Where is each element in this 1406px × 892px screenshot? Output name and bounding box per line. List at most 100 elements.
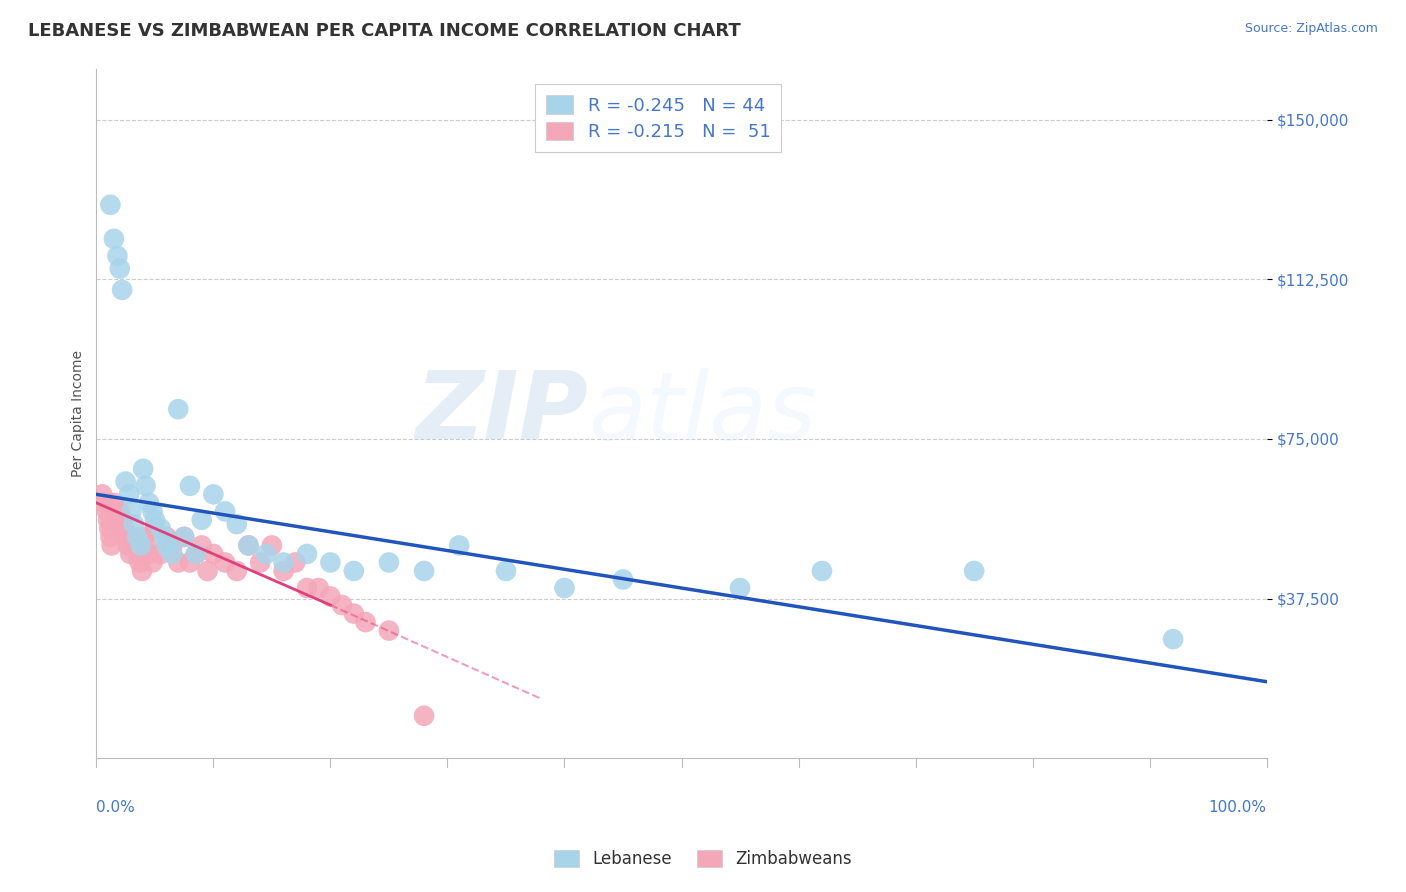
Point <box>111 513 134 527</box>
Point <box>184 547 207 561</box>
Point <box>114 521 136 535</box>
Point <box>284 556 307 570</box>
Point <box>134 530 156 544</box>
Point <box>128 556 150 570</box>
Text: ZIP: ZIP <box>415 368 588 459</box>
Legend: Lebanese, Zimbabweans: Lebanese, Zimbabweans <box>547 843 859 875</box>
Point <box>202 547 225 561</box>
Point <box>378 556 401 570</box>
Point <box>319 590 342 604</box>
Point <box>295 581 318 595</box>
Point <box>202 487 225 501</box>
Point <box>114 530 136 544</box>
Point <box>91 487 114 501</box>
Text: atlas: atlas <box>588 368 815 459</box>
Point <box>108 261 131 276</box>
Point <box>190 513 212 527</box>
Point <box>103 232 125 246</box>
Point <box>149 547 172 561</box>
Point <box>214 504 236 518</box>
Point <box>117 538 139 552</box>
Point <box>135 538 157 552</box>
Point <box>1161 632 1184 647</box>
Point <box>149 521 172 535</box>
Point <box>100 530 122 544</box>
Point <box>295 547 318 561</box>
Point <box>141 504 163 518</box>
Point <box>553 581 575 595</box>
Point <box>354 615 377 629</box>
Point <box>273 556 295 570</box>
Point <box>449 538 471 552</box>
Point <box>612 573 634 587</box>
Point <box>121 504 143 518</box>
Point <box>155 530 177 544</box>
Point <box>107 513 129 527</box>
Point <box>378 624 401 638</box>
Point <box>162 547 184 561</box>
Point <box>495 564 517 578</box>
Text: 0.0%: 0.0% <box>97 800 135 814</box>
Point <box>97 513 120 527</box>
Point <box>141 556 163 570</box>
Point <box>249 556 271 570</box>
Point <box>124 538 146 552</box>
Point <box>103 496 125 510</box>
Point <box>728 581 751 595</box>
Point <box>330 598 353 612</box>
Text: Source: ZipAtlas.com: Source: ZipAtlas.com <box>1244 22 1378 36</box>
Point <box>108 504 131 518</box>
Point <box>118 487 141 501</box>
Point <box>173 530 195 544</box>
Point <box>122 517 145 532</box>
Point <box>413 708 436 723</box>
Point <box>143 521 166 535</box>
Point <box>197 564 219 578</box>
Point <box>131 564 153 578</box>
Y-axis label: Per Capita Income: Per Capita Income <box>72 350 86 477</box>
Point <box>225 517 247 532</box>
Point <box>214 556 236 570</box>
Point <box>129 538 152 552</box>
Point <box>138 496 160 510</box>
Point <box>143 513 166 527</box>
Point <box>132 462 155 476</box>
Point <box>100 538 122 552</box>
Point <box>343 564 366 578</box>
Point <box>127 547 149 561</box>
Point <box>153 530 176 544</box>
Point <box>319 556 342 570</box>
Point <box>343 607 366 621</box>
Point <box>273 564 295 578</box>
Point <box>120 547 142 561</box>
Point <box>184 547 207 561</box>
Point <box>127 530 149 544</box>
Point <box>173 530 195 544</box>
Point <box>167 402 190 417</box>
Point <box>413 564 436 578</box>
Point <box>179 479 201 493</box>
Legend: R = -0.245   N = 44, R = -0.215   N =  51: R = -0.245 N = 44, R = -0.215 N = 51 <box>536 85 782 152</box>
Point <box>238 538 260 552</box>
Point <box>121 530 143 544</box>
Text: LEBANESE VS ZIMBABWEAN PER CAPITA INCOME CORRELATION CHART: LEBANESE VS ZIMBABWEAN PER CAPITA INCOME… <box>28 22 741 40</box>
Point <box>260 538 283 552</box>
Point <box>225 564 247 578</box>
Point <box>107 249 129 263</box>
Point <box>155 538 177 552</box>
Point <box>93 496 115 510</box>
Point <box>238 538 260 552</box>
Point <box>111 283 134 297</box>
Point <box>190 538 212 552</box>
Point <box>167 556 190 570</box>
Point <box>162 538 184 552</box>
Point <box>963 564 986 578</box>
Point <box>134 479 156 493</box>
Point <box>179 556 201 570</box>
Point <box>105 504 128 518</box>
Point <box>254 547 277 561</box>
Point <box>811 564 834 578</box>
Text: 100.0%: 100.0% <box>1209 800 1267 814</box>
Point <box>138 547 160 561</box>
Point <box>308 581 330 595</box>
